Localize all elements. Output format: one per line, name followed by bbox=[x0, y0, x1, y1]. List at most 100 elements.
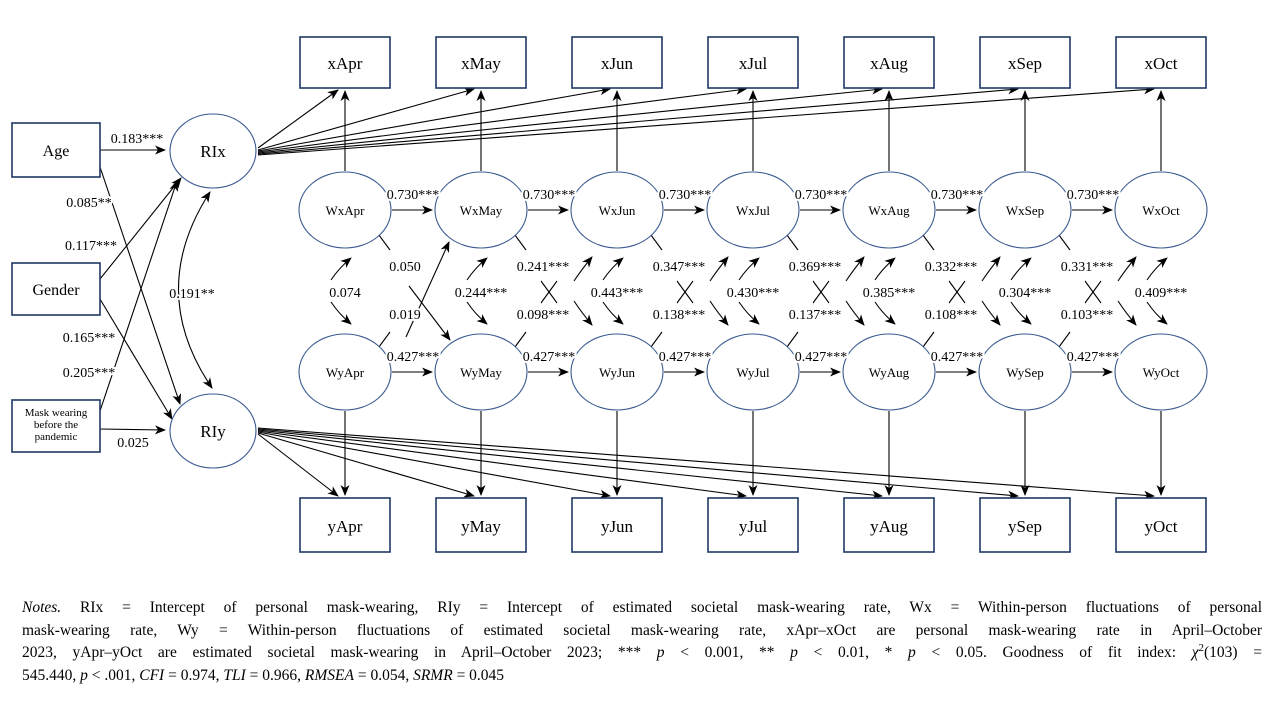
circle-WxAug bbox=[842, 171, 936, 249]
notes-text: CFI bbox=[139, 666, 165, 684]
notes-text: (103) = bbox=[1204, 644, 1262, 661]
random-intercepts: RIx RIy bbox=[169, 113, 257, 469]
coef-crosstop-4: 0.332*** bbox=[925, 260, 978, 275]
coef-arx-3: 0.730*** bbox=[795, 188, 848, 203]
box-xJun-label: xJun bbox=[601, 54, 634, 73]
notes-text: = 0.974, bbox=[164, 666, 224, 684]
coef-cov-1: 0.244*** bbox=[455, 286, 508, 301]
circle-rix-label: RIx bbox=[200, 142, 226, 161]
wx-circles: WxApr WxMay WxJun WxJul WxAug WxSep WxOc… bbox=[298, 171, 1208, 249]
coef-ary-2: 0.427*** bbox=[659, 350, 712, 365]
notes-text: 545.440, bbox=[22, 666, 81, 684]
box-yMay-label: yMay bbox=[461, 517, 501, 536]
coef-arx-2: 0.730*** bbox=[659, 188, 712, 203]
circle-WyOct-label: WyOct bbox=[1143, 365, 1180, 380]
circle-WyJun bbox=[570, 333, 664, 411]
arrow-gender-to-rix bbox=[99, 177, 182, 280]
box-yOct bbox=[1115, 497, 1207, 553]
box-yJun bbox=[571, 497, 663, 553]
figure-notes: Notes. RIx = Intercept of personal mask-… bbox=[22, 597, 1262, 687]
predictor-coefficients: 0.183*** 0.085** 0.117*** 0.165*** 0.205… bbox=[61, 130, 217, 453]
wx-vertical-loadings bbox=[340, 90, 1166, 171]
arrow-mask-to-rix bbox=[99, 180, 179, 412]
box-yApr bbox=[299, 497, 391, 553]
box-age-label: Age bbox=[43, 143, 70, 160]
arrow-gender-to-riy bbox=[99, 298, 173, 420]
coef-mask-riy: 0.025 bbox=[117, 436, 149, 451]
notes-text: p bbox=[790, 644, 798, 661]
notes-text: < 0.001, ** bbox=[664, 644, 791, 661]
coef-crossbottom-2: 0.138*** bbox=[653, 308, 706, 323]
notes-line-2: mask-wearing rate, Wy = Within-person fl… bbox=[22, 620, 1262, 643]
circle-WyJul-label: WyJul bbox=[736, 365, 770, 380]
coef-age-rix: 0.183*** bbox=[111, 132, 164, 147]
arrow-mask-to-riy bbox=[99, 425, 166, 435]
observed-boxes-y: yApr yMay yJun yJul yAug ySep yOct bbox=[299, 497, 1207, 553]
circle-rix bbox=[169, 113, 257, 189]
notes-text: mask-wearing rate, Wy = Within-person fl… bbox=[22, 621, 1262, 639]
coef-age-riy: 0.085** bbox=[66, 196, 112, 211]
coef-rix-riy: 0.191** bbox=[169, 287, 215, 302]
riy-loading-arrows bbox=[257, 427, 1155, 500]
box-yJun-label: yJun bbox=[601, 517, 634, 536]
box-xAug bbox=[843, 36, 935, 89]
coef-cov-3: 0.430*** bbox=[727, 286, 780, 301]
coef-ary-0: 0.427*** bbox=[387, 350, 440, 365]
box-yJul bbox=[707, 497, 799, 553]
box-xJul bbox=[707, 36, 799, 89]
coef-arx-5: 0.730*** bbox=[1067, 188, 1120, 203]
coef-ary-3: 0.427*** bbox=[795, 350, 848, 365]
box-xApr-label: xApr bbox=[328, 54, 363, 73]
coef-crosstop-5: 0.331*** bbox=[1061, 260, 1114, 275]
circle-WxSep bbox=[978, 171, 1072, 249]
circle-WxMay-label: WxMay bbox=[460, 203, 503, 218]
notes-line-3: 2023, yApr–yOct are estimated societal m… bbox=[22, 642, 1262, 665]
coef-cov-6: 0.409*** bbox=[1135, 286, 1188, 301]
box-age bbox=[11, 122, 101, 178]
notes-text: p bbox=[656, 644, 665, 661]
circle-WxSep-label: WxSep bbox=[1006, 203, 1044, 218]
box-mask-label-line1: Mask wearing bbox=[25, 407, 88, 419]
box-yOct-label: yOct bbox=[1144, 517, 1177, 536]
coef-cov-5: 0.304*** bbox=[999, 286, 1052, 301]
coef-cov-4: 0.385*** bbox=[863, 286, 916, 301]
coef-mask-rix: 0.205*** bbox=[63, 366, 116, 381]
predictor-boxes: Age Gender Mask wearing before the pande… bbox=[11, 122, 101, 453]
circle-WxJul-label: WxJul bbox=[736, 203, 770, 218]
coef-arx-0: 0.730*** bbox=[387, 188, 440, 203]
circle-WyApr-label: WyApr bbox=[326, 365, 365, 380]
circle-riy-label: RIy bbox=[200, 422, 226, 441]
circle-WySep bbox=[978, 333, 1072, 411]
box-mask-label-line2: before the bbox=[34, 419, 78, 431]
circle-WyMay-label: WyMay bbox=[460, 365, 502, 380]
notes-text: RIx = Intercept of personal mask-wearing… bbox=[61, 599, 1262, 616]
rix-loading-arrows bbox=[257, 85, 1155, 156]
coef-crossbottom-4: 0.108*** bbox=[925, 308, 978, 323]
wx-wy-covariance-arrows bbox=[330, 257, 1168, 325]
circle-WxApr bbox=[298, 171, 392, 249]
wy-vertical-loadings bbox=[340, 411, 1166, 496]
circle-WxOct bbox=[1114, 171, 1208, 249]
circle-WxMay bbox=[434, 171, 528, 249]
circle-WyAug bbox=[842, 333, 936, 411]
coef-cov-2: 0.443*** bbox=[591, 286, 644, 301]
coef-ary-4: 0.427*** bbox=[931, 350, 984, 365]
coef-gender-riy: 0.165*** bbox=[63, 331, 116, 346]
box-xMay-label: xMay bbox=[461, 54, 501, 73]
notes-text: = 0.054, bbox=[353, 666, 414, 684]
notes-text: Notes. bbox=[22, 599, 62, 616]
box-ySep bbox=[979, 497, 1071, 553]
coef-ary-5: 0.427*** bbox=[1067, 350, 1120, 365]
notes-text: p bbox=[908, 644, 916, 661]
box-gender-label: Gender bbox=[32, 282, 80, 299]
notes-text: 2023, yApr–yOct are estimated societal m… bbox=[22, 644, 657, 661]
notes-text: < .001, bbox=[87, 666, 140, 684]
circle-WyOct bbox=[1114, 333, 1208, 411]
circle-WyAug-label: WyAug bbox=[869, 365, 910, 380]
coef-crosstop-3: 0.369*** bbox=[789, 260, 842, 275]
box-xOct-label: xOct bbox=[1144, 54, 1177, 73]
box-xOct bbox=[1115, 36, 1207, 89]
predictor-arrows bbox=[99, 145, 213, 435]
notes-text: p bbox=[80, 666, 88, 684]
circle-WxJun bbox=[570, 171, 664, 249]
